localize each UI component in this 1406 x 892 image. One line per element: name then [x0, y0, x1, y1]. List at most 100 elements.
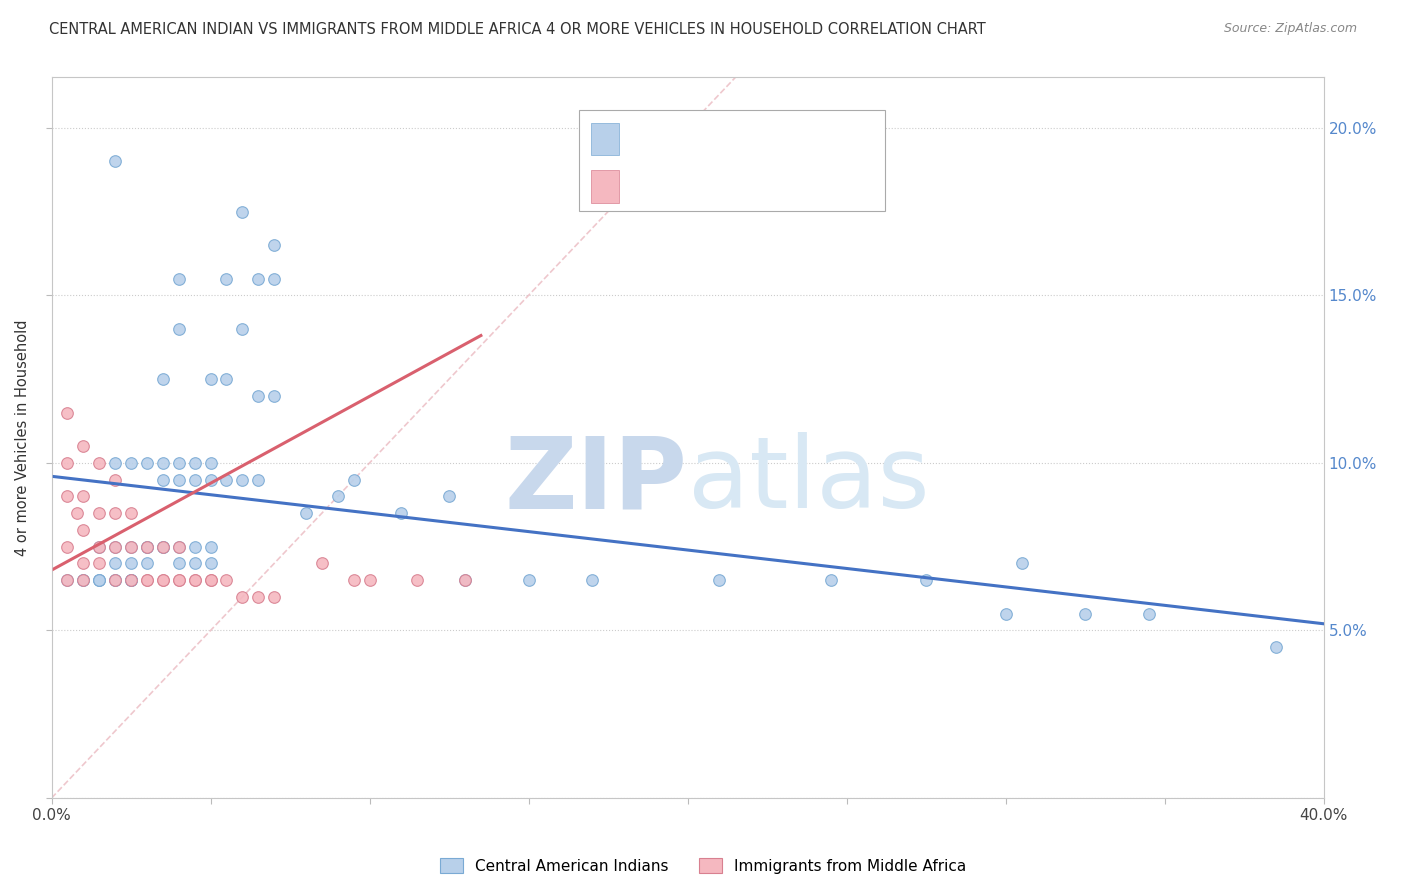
Point: [200, 372, 222, 386]
Point: [247, 590, 270, 604]
Text: ZIP: ZIP: [505, 433, 688, 530]
Text: 44: 44: [734, 179, 752, 194]
Point: [72, 490, 94, 504]
Point: [200, 456, 222, 470]
Point: [709, 573, 731, 587]
Point: [200, 573, 222, 587]
Point: [311, 557, 333, 571]
Point: [152, 540, 174, 554]
Point: [120, 573, 142, 587]
Point: [343, 473, 366, 487]
Point: [104, 456, 127, 470]
Point: [104, 573, 127, 587]
Point: [66, 506, 89, 520]
Point: [994, 607, 1017, 621]
Point: [120, 573, 142, 587]
Point: [136, 540, 159, 554]
Point: [1011, 557, 1033, 571]
Point: [263, 389, 285, 403]
Point: [120, 456, 142, 470]
Point: [89, 540, 111, 554]
Point: [72, 439, 94, 453]
Point: [89, 506, 111, 520]
Point: [231, 590, 253, 604]
Point: [167, 573, 190, 587]
Point: [120, 557, 142, 571]
Point: [183, 456, 205, 470]
Point: [215, 473, 238, 487]
Point: [215, 271, 238, 285]
Point: [517, 573, 540, 587]
Point: [215, 372, 238, 386]
Point: [104, 540, 127, 554]
Point: [295, 506, 318, 520]
Point: [263, 271, 285, 285]
Point: [89, 456, 111, 470]
Text: R =: R =: [627, 131, 664, 146]
Point: [915, 573, 938, 587]
Point: [406, 573, 429, 587]
Point: [120, 540, 142, 554]
Point: [820, 573, 842, 587]
Point: [183, 573, 205, 587]
Point: [167, 271, 190, 285]
Point: [167, 473, 190, 487]
Point: [389, 506, 412, 520]
Point: [89, 573, 111, 587]
Point: [167, 456, 190, 470]
Point: [343, 573, 366, 587]
Point: [167, 557, 190, 571]
Point: [72, 573, 94, 587]
Point: [56, 540, 79, 554]
Point: [72, 523, 94, 537]
Point: [56, 490, 79, 504]
Point: [72, 573, 94, 587]
Point: [104, 540, 127, 554]
Point: [200, 540, 222, 554]
Point: [104, 473, 127, 487]
Point: [454, 573, 477, 587]
Point: [167, 540, 190, 554]
Text: R =: R =: [627, 179, 673, 194]
Point: [89, 573, 111, 587]
Point: [167, 322, 190, 336]
Point: [104, 573, 127, 587]
Point: [167, 540, 190, 554]
Point: [89, 573, 111, 587]
Y-axis label: 4 or more Vehicles in Household: 4 or more Vehicles in Household: [15, 319, 30, 556]
Point: [104, 557, 127, 571]
Point: [56, 573, 79, 587]
Point: [183, 473, 205, 487]
Point: [120, 573, 142, 587]
Point: [183, 557, 205, 571]
Point: [152, 573, 174, 587]
Legend: Central American Indians, Immigrants from Middle Africa: Central American Indians, Immigrants fro…: [433, 852, 973, 880]
Text: -0.223: -0.223: [654, 131, 709, 146]
Point: [56, 573, 79, 587]
Text: atlas: atlas: [688, 433, 929, 530]
Point: [326, 490, 349, 504]
Point: [1265, 640, 1288, 655]
Point: [454, 573, 477, 587]
Point: [200, 473, 222, 487]
Point: [247, 271, 270, 285]
Text: CENTRAL AMERICAN INDIAN VS IMMIGRANTS FROM MIDDLE AFRICA 4 OR MORE VEHICLES IN H: CENTRAL AMERICAN INDIAN VS IMMIGRANTS FR…: [49, 22, 986, 37]
Point: [120, 540, 142, 554]
Point: [152, 473, 174, 487]
Point: [152, 540, 174, 554]
Point: [1137, 607, 1160, 621]
Point: [104, 154, 127, 169]
Point: [1074, 607, 1097, 621]
Point: [152, 372, 174, 386]
Text: 0.541: 0.541: [661, 179, 707, 194]
Point: [581, 573, 603, 587]
Point: [247, 389, 270, 403]
Point: [72, 557, 94, 571]
Point: [56, 406, 79, 420]
Point: [104, 506, 127, 520]
Point: [263, 238, 285, 252]
Point: [89, 557, 111, 571]
Point: [136, 573, 159, 587]
Point: [152, 456, 174, 470]
Point: [152, 573, 174, 587]
